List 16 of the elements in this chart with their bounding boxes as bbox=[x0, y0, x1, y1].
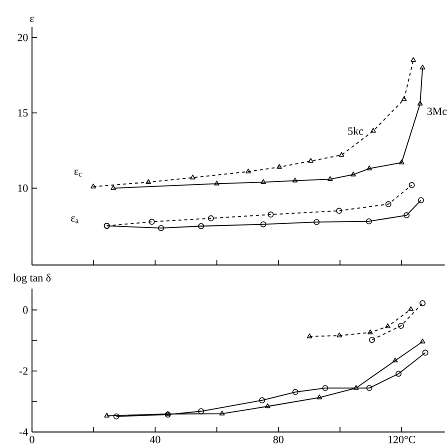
x-tick-label: 80 bbox=[273, 436, 284, 444]
y-tick-label: -2 bbox=[19, 367, 28, 375]
y-axis-title: log tan δ bbox=[13, 274, 51, 284]
y-tick-label: 20 bbox=[18, 34, 28, 42]
series-label: 3Mc bbox=[427, 108, 447, 116]
annotation: ε$_{c}$ bbox=[74, 170, 82, 177]
x-tick-label: 120°C bbox=[388, 436, 416, 444]
x-tick-label: 0 bbox=[30, 436, 34, 444]
y-tick-label: 15 bbox=[18, 109, 28, 117]
y-axis-title: ε bbox=[30, 16, 34, 22]
series-label: 5kc bbox=[348, 127, 364, 135]
y-tick-label: -4 bbox=[19, 428, 28, 436]
annotation: ε$_{a}$ bbox=[71, 216, 79, 224]
y-tick-label: 0 bbox=[23, 306, 28, 314]
y-tick-label: 10 bbox=[18, 184, 28, 192]
x-tick-label: 40 bbox=[150, 436, 160, 444]
